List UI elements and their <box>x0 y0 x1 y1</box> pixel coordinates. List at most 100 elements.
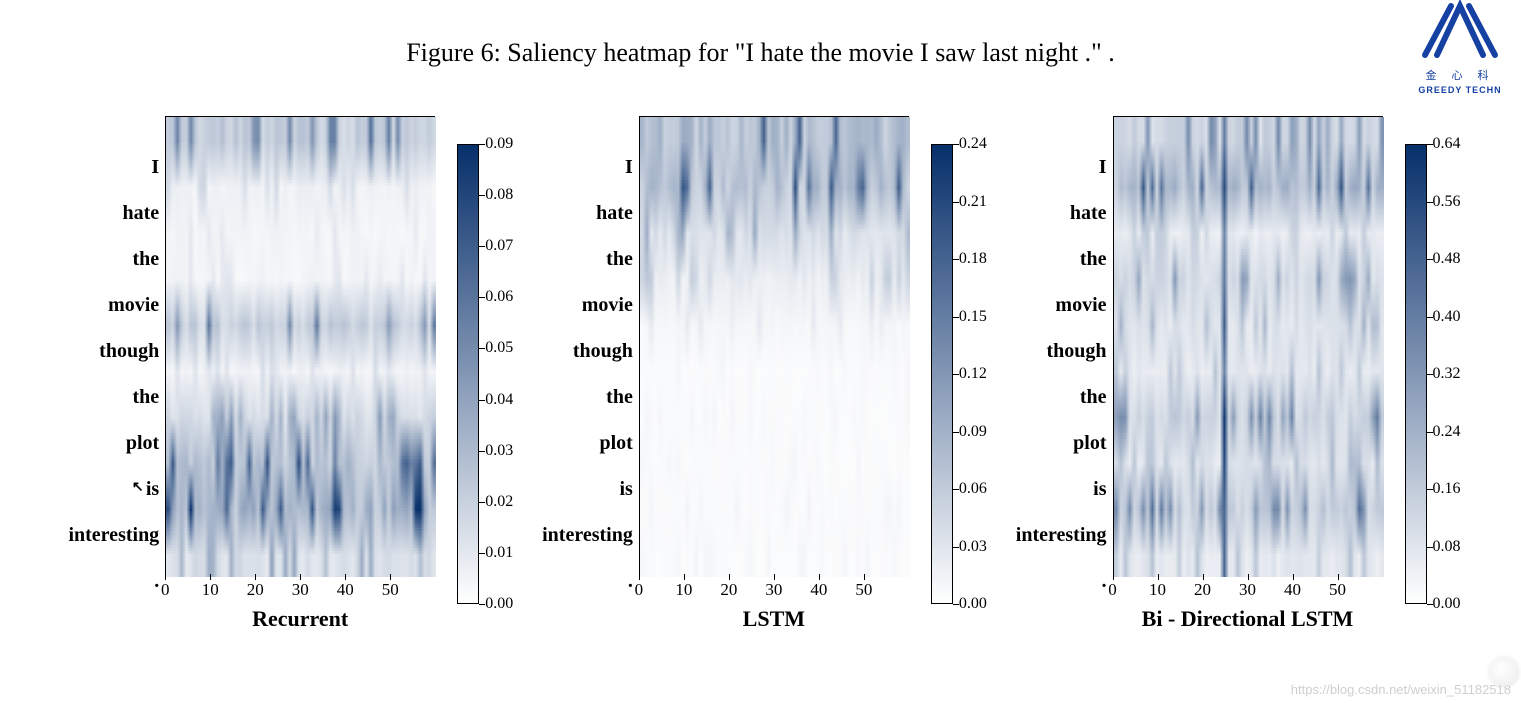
colorbar-tick-label: 0.04 <box>485 391 513 409</box>
x-tick-label: 20 <box>1194 580 1211 600</box>
y-label: . <box>154 558 159 604</box>
colorbar-tick-label: 0.07 <box>485 237 513 255</box>
figure-row: Ihatethemoviethoughtheplotis↖interesting… <box>0 116 1521 632</box>
colorbar-tick-label: 0.15 <box>959 308 987 326</box>
y-label: the <box>133 374 160 420</box>
colorbar-tick-label: 0.09 <box>485 135 513 153</box>
panel-title: LSTM <box>743 606 805 632</box>
figure-caption: Figure 6: Saliency heatmap for "I hate t… <box>0 38 1521 68</box>
y-axis-labels: Ihatethemoviethoughtheplotisinteresting. <box>542 144 633 604</box>
y-label: plot <box>600 420 633 466</box>
colorbar-tick-label: 0.32 <box>1433 365 1461 383</box>
panel-title: Recurrent <box>252 606 348 632</box>
x-tick-label: 30 <box>1239 580 1256 600</box>
heatmap <box>165 116 435 576</box>
y-label: is↖ <box>146 466 159 512</box>
y-label: the <box>606 374 633 420</box>
y-label: . <box>1102 558 1107 604</box>
heatmap-panel: Ihatethemoviethoughtheplotisinteresting.… <box>1016 116 1473 632</box>
colorbar-tick-label: 0.01 <box>485 544 513 562</box>
x-tick-label: 0 <box>635 580 644 600</box>
colorbar: 0.090.080.070.060.050.040.030.020.010.00 <box>457 144 525 604</box>
colorbar-tick-label: 0.12 <box>959 365 987 383</box>
y-label: interesting <box>68 512 159 558</box>
y-label: though <box>99 328 159 374</box>
colorbar-tick-label: 0.24 <box>1433 423 1461 441</box>
y-label: interesting <box>1016 512 1107 558</box>
heatmap-canvas <box>1114 117 1384 577</box>
y-label: movie <box>582 282 633 328</box>
x-axis: 01020304050 <box>165 580 435 604</box>
colorbar-tick-label: 0.16 <box>1433 480 1461 498</box>
y-label: I <box>151 144 159 190</box>
colorbar-gradient <box>457 144 479 604</box>
heatmap-panel: Ihatethemoviethoughtheplotisinteresting.… <box>542 116 999 632</box>
x-tick-label: 50 <box>382 580 399 600</box>
colorbar-tick-label: 0.06 <box>485 288 513 306</box>
x-axis: 01020304050 <box>639 580 909 604</box>
y-label: the <box>1080 374 1107 420</box>
colorbar-tick-label: 0.40 <box>1433 308 1461 326</box>
colorbar-tick-label: 0.06 <box>959 480 987 498</box>
x-tick-label: 40 <box>1284 580 1301 600</box>
colorbar-tick-label: 0.03 <box>959 538 987 556</box>
y-axis-labels: Ihatethemoviethoughtheplotis↖interesting… <box>68 144 159 604</box>
colorbar-tick-label: 0.08 <box>1433 538 1461 556</box>
x-tick-label: 10 <box>675 580 692 600</box>
colorbar-ticks: 0.640.560.480.400.320.240.160.080.00 <box>1433 144 1473 604</box>
y-label: is <box>1093 466 1106 512</box>
colorbar: 0.640.560.480.400.320.240.160.080.00 <box>1405 144 1473 604</box>
colorbar: 0.240.210.180.150.120.090.060.030.00 <box>931 144 999 604</box>
watermark-text: https://blog.csdn.net/weixin_51182518 <box>1291 682 1511 697</box>
colorbar-tick-label: 0.18 <box>959 250 987 268</box>
colorbar-tick-label: 0.00 <box>485 595 513 613</box>
colorbar-tick-label: 0.00 <box>1433 595 1461 613</box>
colorbar-gradient <box>1405 144 1427 604</box>
logo-icon <box>1417 0 1503 60</box>
y-label: interesting <box>542 512 633 558</box>
heatmap-panel: Ihatethemoviethoughtheplotis↖interesting… <box>68 116 525 632</box>
x-tick-label: 40 <box>810 580 827 600</box>
y-label: is <box>620 466 633 512</box>
logo-en-text: GREEDY TECHN <box>1405 85 1515 95</box>
x-tick-label: 0 <box>161 580 170 600</box>
x-tick-label: 10 <box>1149 580 1166 600</box>
colorbar-tick-label: 0.05 <box>485 339 513 357</box>
x-tick-label: 50 <box>1329 580 1346 600</box>
x-tick-label: 0 <box>1108 580 1117 600</box>
colorbar-ticks: 0.240.210.180.150.120.090.060.030.00 <box>959 144 999 604</box>
heatmap-canvas <box>166 117 436 577</box>
y-label: hate <box>1070 190 1107 236</box>
y-label: . <box>628 558 633 604</box>
heatmap-canvas <box>640 117 910 577</box>
colorbar-gradient <box>931 144 953 604</box>
colorbar-tick-label: 0.09 <box>959 423 987 441</box>
y-label: movie <box>108 282 159 328</box>
y-label: the <box>133 236 160 282</box>
colorbar-tick-label: 0.48 <box>1433 250 1461 268</box>
y-label: hate <box>123 190 160 236</box>
colorbar-ticks: 0.090.080.070.060.050.040.030.020.010.00 <box>485 144 525 604</box>
heatmap <box>1113 116 1383 576</box>
colorbar-tick-label: 0.03 <box>485 442 513 460</box>
x-tick-label: 30 <box>292 580 309 600</box>
y-label: movie <box>1055 282 1106 328</box>
y-label: plot <box>1073 420 1106 466</box>
colorbar-tick-label: 0.56 <box>1433 193 1461 211</box>
y-label: the <box>1080 236 1107 282</box>
colorbar-tick-label: 0.08 <box>485 186 513 204</box>
colorbar-tick-label: 0.24 <box>959 135 987 153</box>
y-label: the <box>606 236 633 282</box>
x-tick-label: 20 <box>720 580 737 600</box>
panel-title: Bi - Directional LSTM <box>1142 606 1354 632</box>
x-tick-label: 40 <box>337 580 354 600</box>
y-label: though <box>573 328 633 374</box>
x-axis: 01020304050 <box>1113 580 1383 604</box>
y-axis-labels: Ihatethemoviethoughtheplotisinteresting. <box>1016 144 1107 604</box>
colorbar-tick-label: 0.64 <box>1433 135 1461 153</box>
x-tick-label: 20 <box>247 580 264 600</box>
colorbar-tick-label: 0.21 <box>959 193 987 211</box>
y-label: I <box>1099 144 1107 190</box>
scroll-indicator-icon <box>1489 657 1519 687</box>
y-label: though <box>1046 328 1106 374</box>
